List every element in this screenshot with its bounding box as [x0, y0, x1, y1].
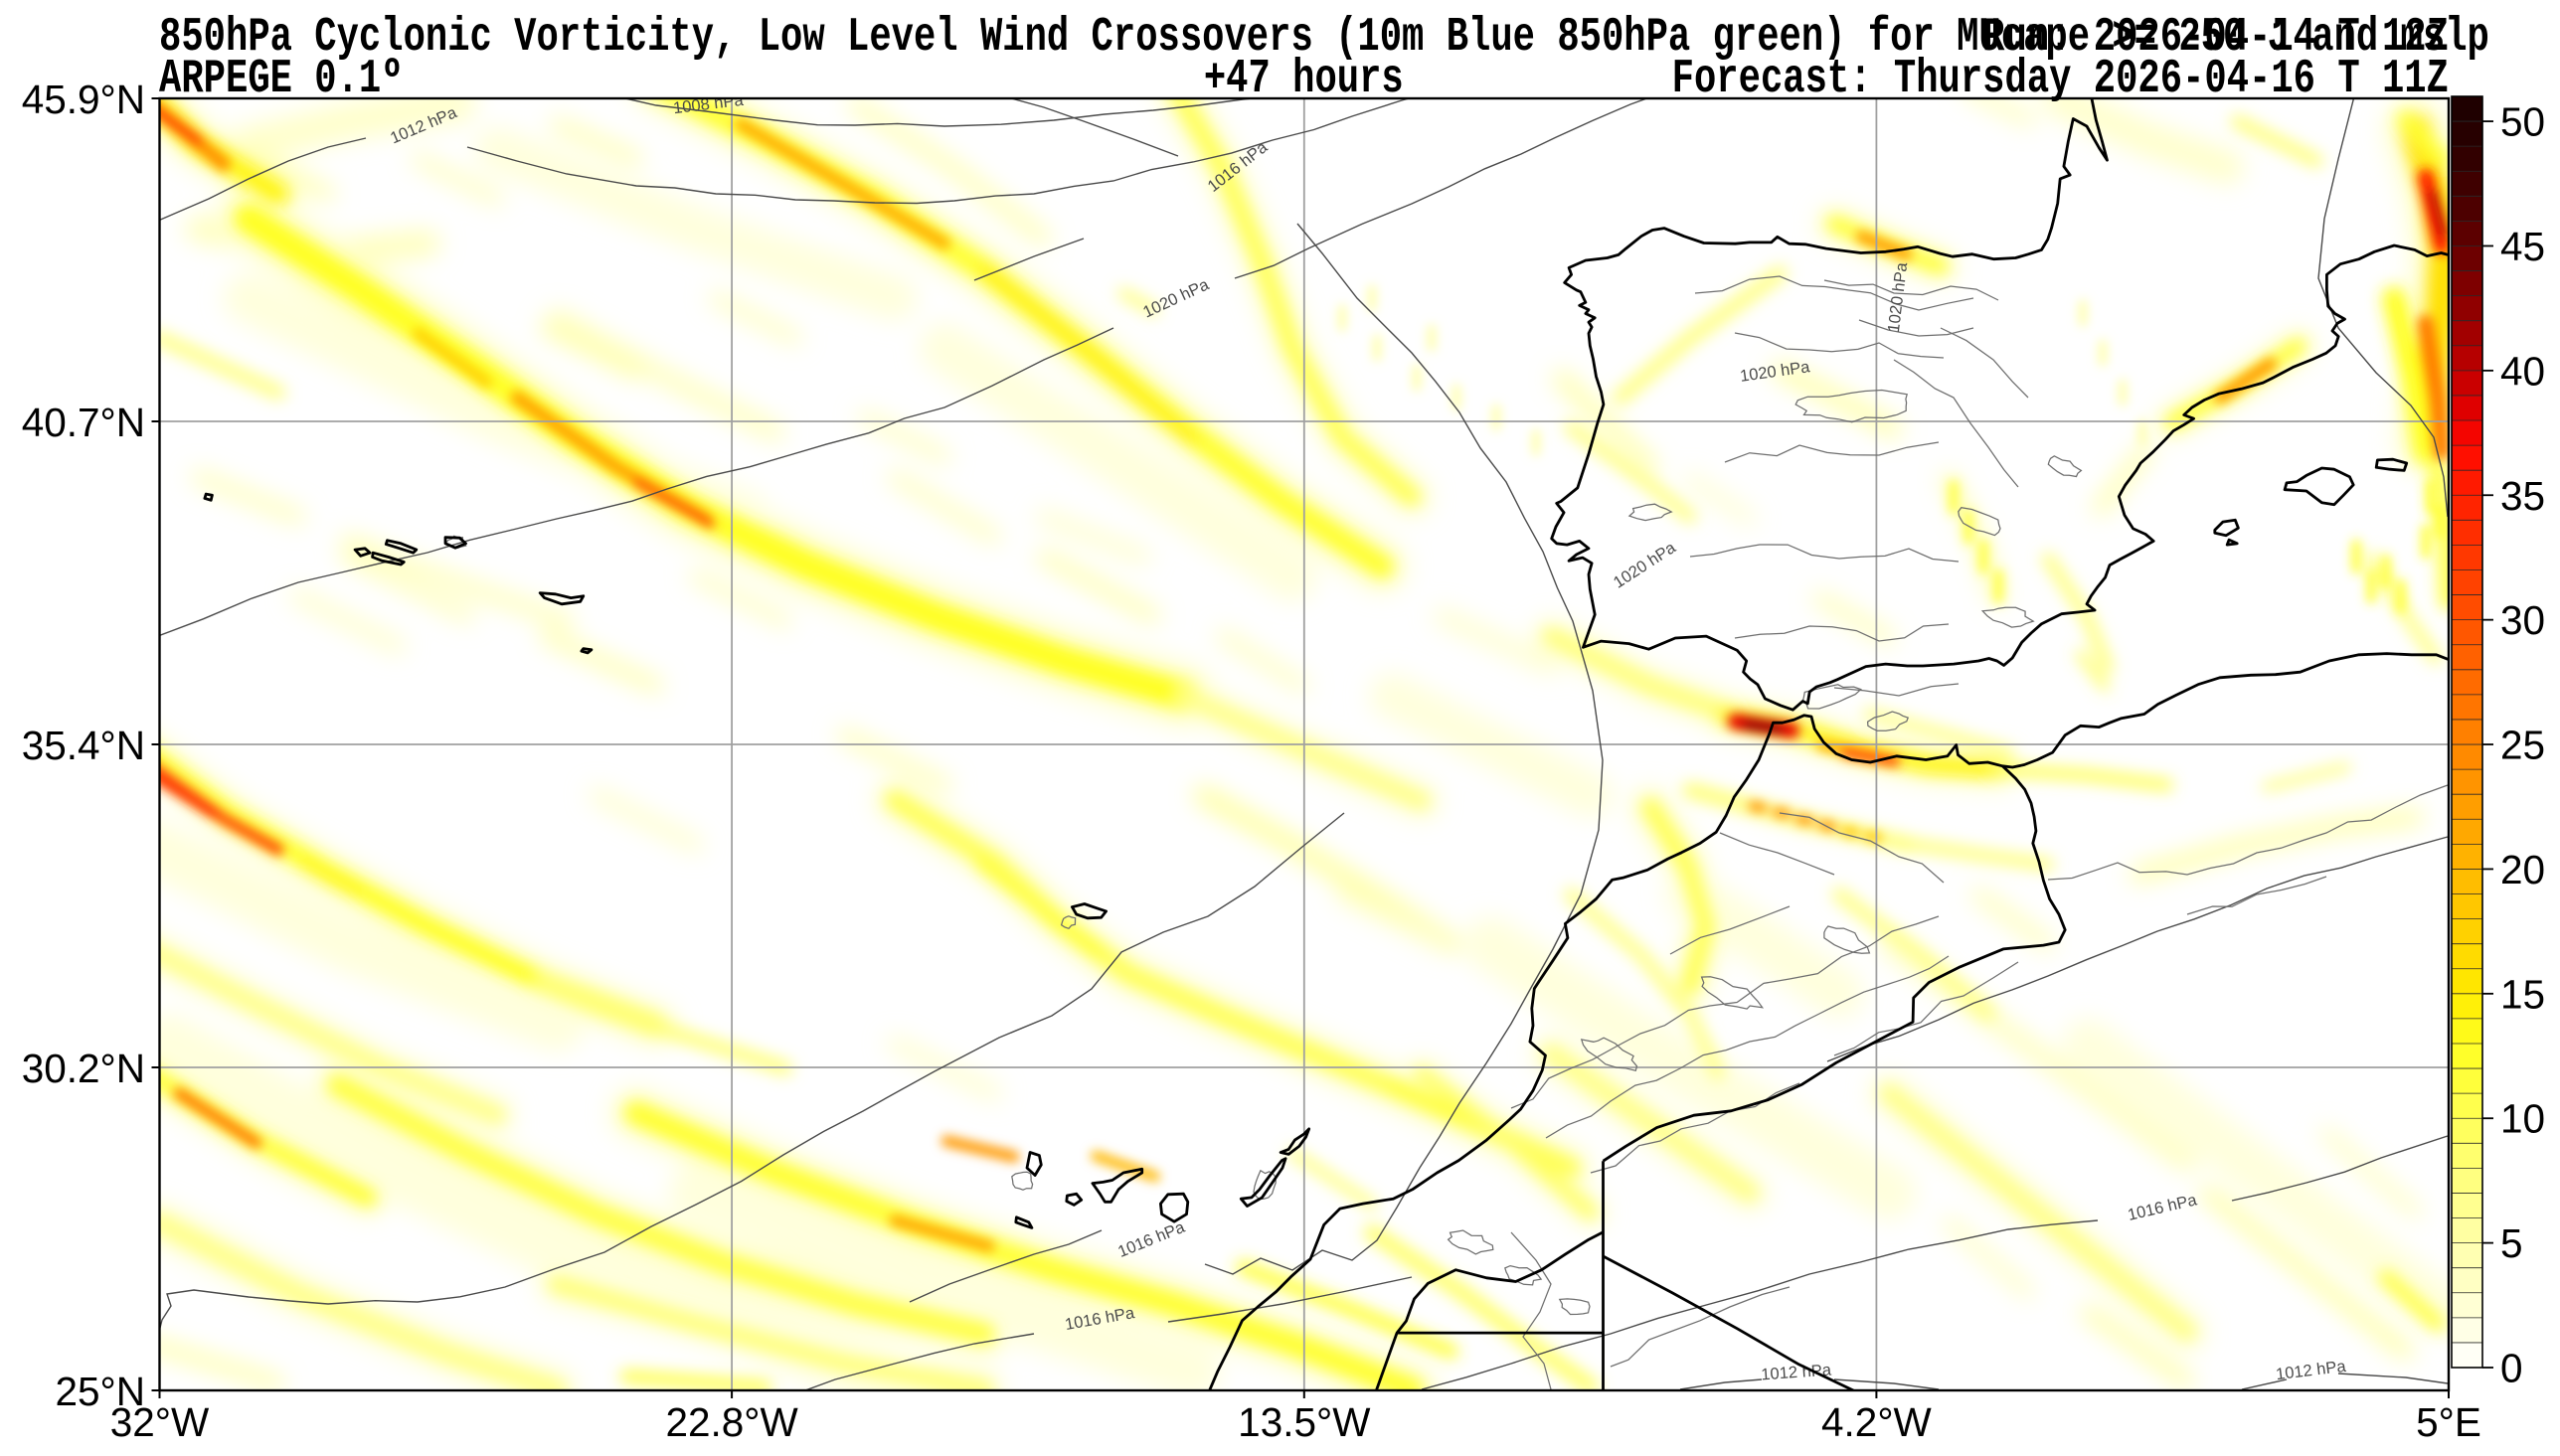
svg-text:40: 40	[2500, 348, 2545, 394]
svg-text:ARPEGE 0.1º: ARPEGE 0.1º	[159, 52, 404, 106]
svg-text:35.4°N: 35.4°N	[22, 723, 145, 768]
svg-text:Run: 2026-04-14 T 12Z: Run: 2026-04-14 T 12Z	[1982, 10, 2449, 65]
svg-text:32°W: 32°W	[110, 1399, 210, 1445]
svg-text:30.2°N: 30.2°N	[22, 1046, 145, 1091]
svg-text:45.9°N: 45.9°N	[22, 77, 145, 122]
svg-text:13.5°W: 13.5°W	[1238, 1399, 1371, 1445]
svg-text:45: 45	[2500, 224, 2545, 269]
svg-text:20: 20	[2500, 847, 2545, 892]
svg-text:5: 5	[2500, 1220, 2523, 1266]
svg-text:25: 25	[2500, 723, 2545, 768]
svg-text:30: 30	[2500, 597, 2545, 643]
svg-text:22.8°W: 22.8°W	[665, 1399, 798, 1445]
svg-text:35: 35	[2500, 473, 2545, 519]
svg-text:5°E: 5°E	[2416, 1399, 2481, 1445]
svg-text:1012 hPa: 1012 hPa	[1761, 1362, 1833, 1384]
svg-text:0: 0	[2500, 1346, 2523, 1391]
svg-text:40.7°N: 40.7°N	[22, 400, 145, 445]
svg-text:50: 50	[2500, 99, 2545, 145]
svg-text:+47 hours: +47 hours	[1204, 52, 1404, 106]
svg-text:Forecast: Thursday 2026-04-16: Forecast: Thursday 2026-04-16 T 11Z	[1672, 52, 2449, 106]
svg-text:10: 10	[2500, 1096, 2545, 1142]
svg-text:15: 15	[2500, 971, 2545, 1017]
svg-text:850hPa Cyclonic Vorticity, Low: 850hPa Cyclonic Vorticity, Low Level Win…	[159, 10, 2489, 65]
svg-text:4.2°W: 4.2°W	[1821, 1399, 1932, 1445]
svg-text:25°N: 25°N	[56, 1369, 146, 1414]
